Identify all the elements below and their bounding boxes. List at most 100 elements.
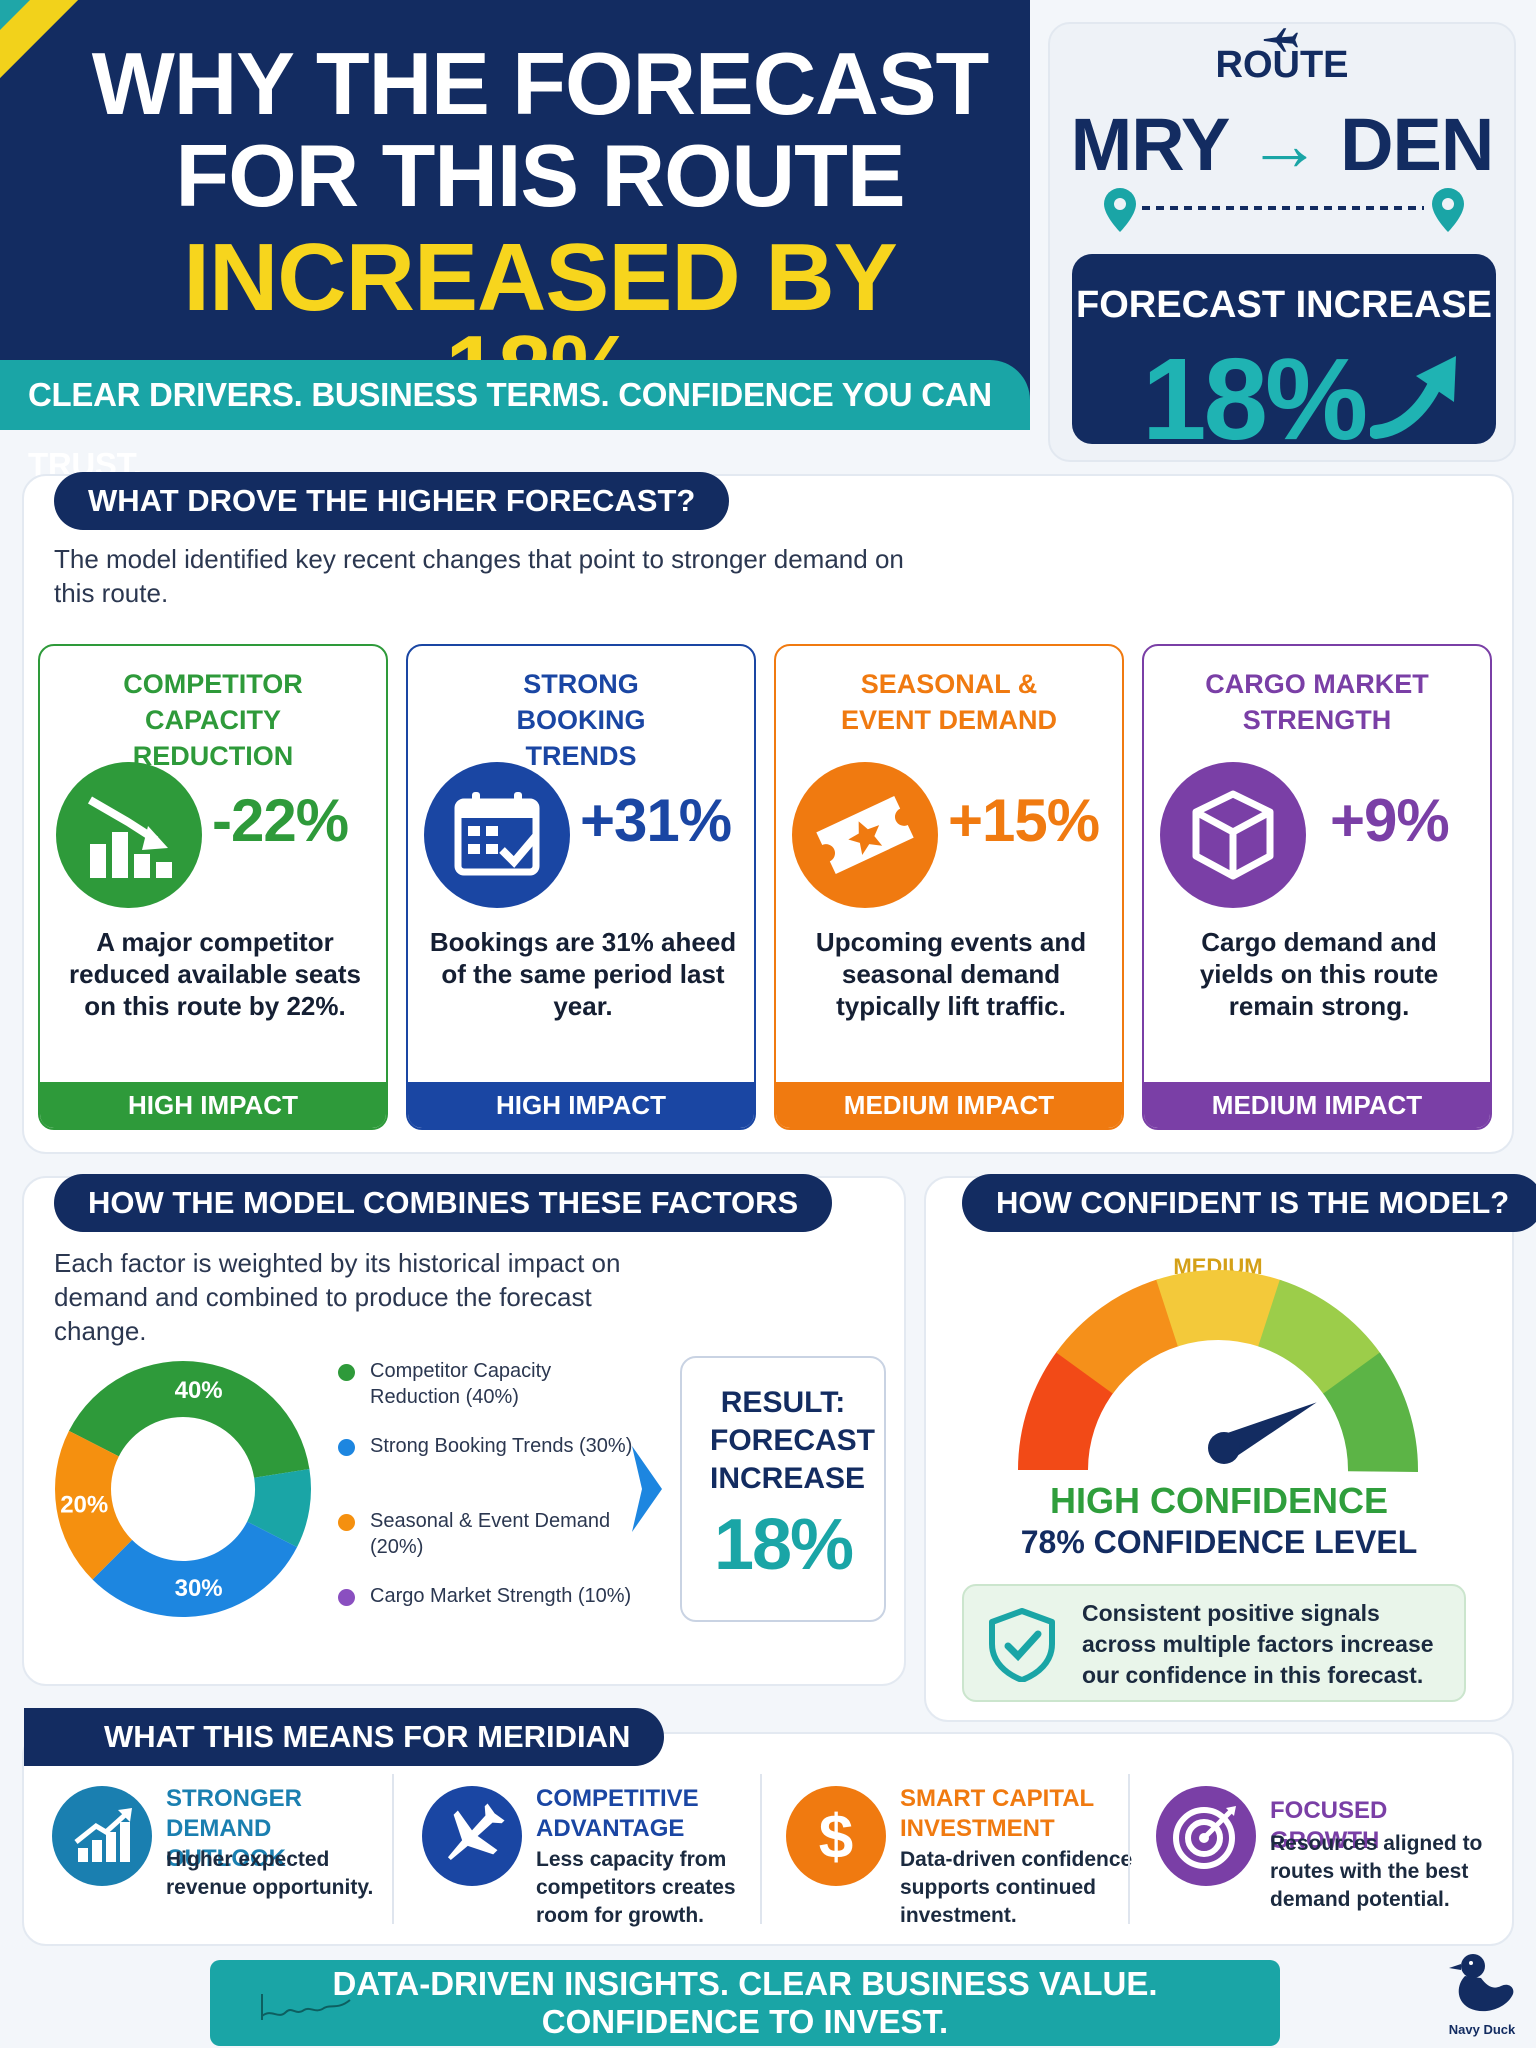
- donut-slice: [55, 1430, 133, 1580]
- forecast-label: FORECAST INCREASE: [1076, 284, 1492, 326]
- divider: [760, 1774, 762, 1924]
- confidence-heading: HOW CONFIDENT IS THE MODEL?: [962, 1174, 1536, 1232]
- factor-value: +9%: [1330, 787, 1450, 854]
- meaning-title: SMART CAPITAL INVESTMENT: [900, 1785, 1094, 1842]
- meaning-description: Higher expected revenue opportunity.: [166, 1848, 374, 1899]
- drivers-intro: The model identified key recent changes …: [54, 544, 904, 608]
- combine-intro: Each factor is weighted by its historica…: [54, 1248, 621, 1346]
- ticket-icon: [792, 762, 938, 908]
- factor-title: COMPETITOR CAPACITY REDUCTION: [123, 669, 303, 771]
- trend-up-arrow-icon: [1370, 356, 1456, 439]
- impact-badge: MEDIUM IMPACT: [776, 1082, 1122, 1128]
- divider: [392, 1774, 394, 1924]
- signature-icon: [261, 1994, 351, 2020]
- target-icon: [1156, 1786, 1256, 1886]
- route-card: ROUTE MRY → DEN FORECAST INCREASE 18%: [1048, 22, 1516, 464]
- gauge-needle: [1215, 1402, 1317, 1459]
- origin-code: MRY: [1070, 103, 1229, 186]
- meaning-item-competitive: COMPETITIVE ADVANTAGE Less capacity from…: [422, 1784, 762, 1934]
- calendar-check-icon: [424, 762, 570, 908]
- donut-data-label: 20%: [60, 1492, 108, 1519]
- meaning-item-demand: STRONGER DEMAND OUTLOOK Higher expected …: [52, 1784, 392, 1934]
- brand-name: Navy Duck: [1448, 2022, 1516, 2037]
- factor-title: CARGO MARKET STRENGTH: [1205, 669, 1429, 735]
- gauge-segment: [1018, 1350, 1114, 1470]
- factor-description: Upcoming events and seasonal demand typi…: [815, 927, 1087, 1021]
- box-icon: [1160, 762, 1306, 908]
- route-arrow: →: [1247, 103, 1322, 186]
- gauge-segment: [1056, 1279, 1180, 1394]
- result-box: RESULT: FORECAST INCREASE 18%: [680, 1356, 886, 1622]
- confidence-note-text: Consistent positive signals across multi…: [1082, 1600, 1434, 1688]
- navy-duck-logo: Navy Duck: [1442, 1950, 1522, 2040]
- legend-item: Seasonal & Event Demand (20%): [338, 1508, 638, 1583]
- legend-dot: [338, 1439, 355, 1456]
- meaning-title: FOCUSED GROWTH: [1270, 1797, 1388, 1854]
- title-line-1: WHY THE FORECAST: [91, 34, 990, 133]
- meaning-section: WHAT THIS MEANS FOR MERIDIAN STRONGER DE…: [22, 1708, 1514, 1946]
- legend-dot: [338, 1514, 355, 1531]
- chart-down-icon: [56, 762, 202, 908]
- meaning-item-growth: FOCUSED GROWTH Resources aligned to rout…: [1156, 1784, 1496, 1934]
- meaning-title: STRONGER DEMAND OUTLOOK: [166, 1785, 303, 1872]
- combine-section: HOW THE MODEL COMBINES THESE FACTORS Eac…: [22, 1174, 906, 1686]
- legend-item: Competitor Capacity Reduction (40%): [338, 1358, 638, 1433]
- meaning-title: COMPETITIVE ADVANTAGE: [536, 1785, 699, 1842]
- forecast-value: 18%: [1142, 334, 1368, 464]
- svg-text:$: $: [819, 1803, 853, 1872]
- gauge-segment: [1156, 1270, 1282, 1347]
- destination-code: DEN: [1340, 103, 1494, 186]
- confidence-gauge: MEDIUM: [1018, 1254, 1418, 1472]
- factor-value: +31%: [580, 787, 732, 854]
- confidence-title: HIGH CONFIDENCE: [1049, 1480, 1388, 1521]
- legend-item: Strong Booking Trends (30%): [338, 1433, 638, 1508]
- donut-data-label: 30%: [175, 1575, 223, 1602]
- drivers-section: WHAT DROVE THE HIGHER FORECAST? The mode…: [22, 472, 1514, 1154]
- meaning-heading: WHAT THIS MEANS FOR MERIDIAN: [24, 1708, 665, 1766]
- footer-banner: DATA-DRIVEN INSIGHTS. CLEAR BUSINESS VAL…: [210, 1960, 1280, 2046]
- duck-icon: [1449, 1954, 1514, 2012]
- donut-slice: [92, 1521, 298, 1617]
- factor-card-booking: STRONG BOOKING TRENDS +31% Bookings are …: [406, 644, 756, 1130]
- footer-line-2: CONFIDENCE TO INVEST.: [541, 2003, 949, 2040]
- airplane-icon: [422, 1786, 522, 1886]
- confidence-section: HOW CONFIDENT IS THE MODEL? MEDIUM HIGH …: [924, 1174, 1536, 1722]
- impact-badge: HIGH IMPACT: [408, 1082, 754, 1128]
- meaning-item-capital: $ SMART CAPITAL INVESTMENT Data-driven c…: [786, 1784, 1136, 1934]
- chevron-right-icon: [632, 1446, 662, 1532]
- weighting-donut-chart: 40% 30% 20%: [55, 1361, 311, 1617]
- legend-label: Seasonal & Event Demand (20%): [370, 1510, 611, 1558]
- result-label: RESULT: FORECAST INCREASE: [710, 1386, 875, 1495]
- combine-heading: HOW THE MODEL COMBINES THESE FACTORS: [54, 1174, 833, 1232]
- factor-card-cargo: CARGO MARKET STRENGTH +9% Cargo demand a…: [1142, 644, 1492, 1130]
- meaning-description: Data-driven confidence supports continue…: [900, 1848, 1133, 1927]
- meaning-description: Resources aligned to routes with the bes…: [1270, 1832, 1483, 1911]
- factor-value: -22%: [212, 787, 349, 854]
- gauge-segment: [1258, 1279, 1381, 1395]
- factor-description: Bookings are 31% aheed of the same perio…: [429, 927, 737, 1021]
- meaning-description: Less capacity from competitors creates r…: [536, 1848, 736, 1927]
- factor-title: SEASONAL & EVENT DEMAND: [840, 669, 1057, 735]
- drivers-heading: WHAT DROVE THE HIGHER FORECAST?: [54, 472, 730, 530]
- forecast-increase-box: FORECAST INCREASE 18%: [1072, 254, 1496, 464]
- confidence-level: 78% CONFIDENCE LEVEL: [1020, 1524, 1418, 1560]
- donut-data-label: 40%: [175, 1377, 223, 1404]
- gauge-hub: [1208, 1432, 1240, 1464]
- legend-dot: [338, 1364, 355, 1381]
- impact-badge: MEDIUM IMPACT: [1144, 1082, 1490, 1128]
- airplane-icon: [1263, 28, 1298, 52]
- confidence-note: Consistent positive signals across multi…: [962, 1584, 1466, 1702]
- factor-description: Cargo demand and yields on this route re…: [1199, 927, 1439, 1021]
- legend-dot: [338, 1589, 355, 1606]
- route-label: ROUTE: [1215, 44, 1349, 86]
- dollar-icon: $: [786, 1786, 886, 1886]
- legend-item: Cargo Market Strength (10%): [338, 1583, 638, 1658]
- donut-slice: [68, 1361, 310, 1478]
- route-codes: MRY → DEN: [1050, 102, 1514, 187]
- legend-label: Competitor Capacity Reduction (40%): [370, 1360, 552, 1408]
- legend-label: Cargo Market Strength (10%): [370, 1585, 632, 1607]
- donut-legend: Competitor Capacity Reduction (40%) Stro…: [338, 1358, 638, 1658]
- factor-title: STRONG BOOKING TRENDS: [516, 669, 646, 771]
- shield-check-icon: [989, 1608, 1055, 1682]
- result-value: 18%: [713, 1505, 854, 1585]
